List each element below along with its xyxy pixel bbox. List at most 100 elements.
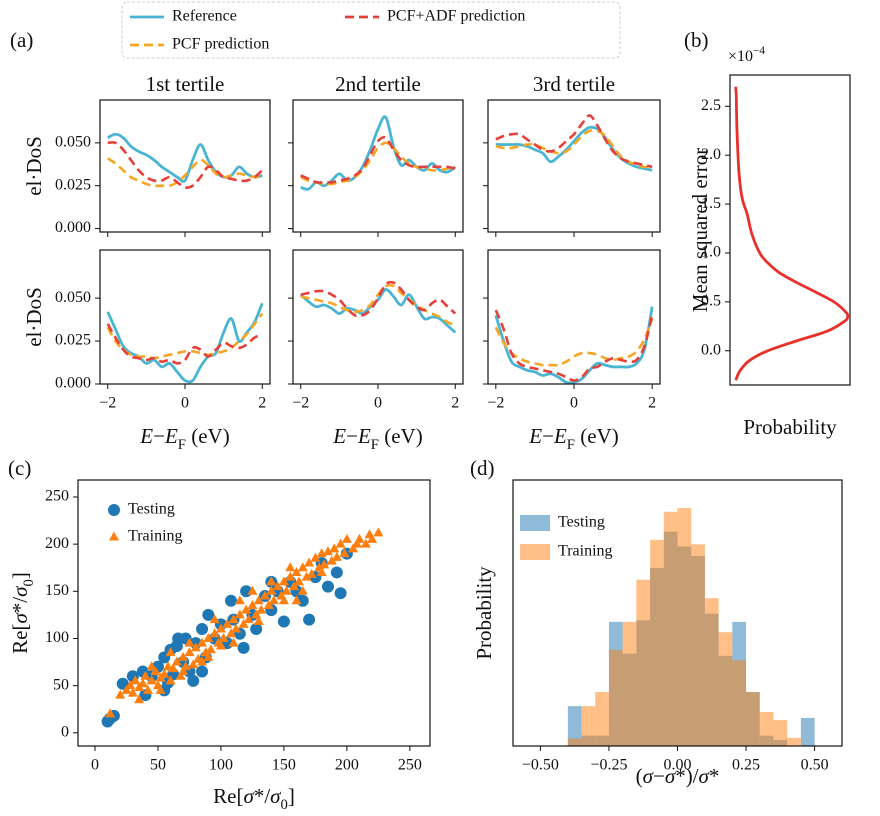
y-tick-label: 1.0 xyxy=(701,244,721,261)
label-part: E xyxy=(553,424,567,448)
point xyxy=(334,587,347,600)
panel-label: (d) xyxy=(470,456,495,480)
point xyxy=(316,566,327,576)
x-tick-label: 0.25 xyxy=(732,757,760,774)
x-tick-label: 0 xyxy=(91,757,99,774)
point xyxy=(165,675,176,685)
legend-label: PCF prediction xyxy=(172,36,269,53)
point xyxy=(121,684,132,694)
point xyxy=(360,538,371,548)
legend-label: Training xyxy=(128,528,183,545)
point xyxy=(253,595,264,605)
point xyxy=(238,618,249,628)
panel-label: (c) xyxy=(8,456,31,480)
point xyxy=(231,623,242,633)
bar xyxy=(677,508,692,746)
panel-label: (b) xyxy=(684,28,709,52)
point xyxy=(209,628,220,638)
label-part: σ xyxy=(699,764,711,788)
point xyxy=(196,665,209,678)
point xyxy=(304,557,315,567)
point xyxy=(115,689,126,699)
point xyxy=(341,533,352,543)
label-part: σ xyxy=(8,585,32,597)
line xyxy=(106,312,264,360)
x-tick-label: −2 xyxy=(487,395,504,412)
label-part: ] xyxy=(8,572,32,579)
bar xyxy=(595,692,609,746)
point xyxy=(196,623,209,636)
line xyxy=(300,115,457,191)
point xyxy=(165,647,176,657)
bar xyxy=(787,737,801,746)
point xyxy=(266,585,277,595)
label-part: − xyxy=(153,424,165,448)
point xyxy=(281,585,292,595)
point xyxy=(184,637,195,647)
point xyxy=(348,543,359,553)
label-part: σ xyxy=(243,784,255,808)
point xyxy=(146,675,157,685)
y-tick-label: 150 xyxy=(45,582,69,599)
y-tick-label: 0.025 xyxy=(55,332,91,349)
label-part: − xyxy=(653,764,665,788)
point xyxy=(247,585,258,595)
line xyxy=(494,306,654,385)
point xyxy=(197,637,208,647)
point xyxy=(234,609,245,619)
line xyxy=(107,141,264,189)
label-part: E xyxy=(139,424,153,448)
point xyxy=(373,527,384,537)
legend-swatch xyxy=(520,515,550,531)
point xyxy=(288,581,299,591)
line xyxy=(107,157,263,188)
line xyxy=(300,141,456,186)
point xyxy=(188,659,199,669)
bar xyxy=(608,649,623,746)
y-tick-label: 2.5 xyxy=(701,97,721,114)
point xyxy=(319,559,330,569)
x-tick-label: 100 xyxy=(209,757,233,774)
legend-label: Reference xyxy=(172,8,237,25)
label-part: σ xyxy=(665,764,677,788)
legend-box xyxy=(121,1,621,59)
bar xyxy=(759,712,774,746)
bar xyxy=(567,706,582,746)
x-axis-label: Probability xyxy=(743,415,837,439)
line xyxy=(107,132,263,183)
label-part: Re[ xyxy=(213,784,243,808)
x-axis-label: E−EF (eV) xyxy=(139,424,229,454)
label-part: */ xyxy=(254,784,271,808)
point xyxy=(187,674,200,687)
point xyxy=(225,594,238,607)
label-part: (eV) xyxy=(379,424,423,448)
y-axis-label: el·DoS xyxy=(22,136,46,196)
point xyxy=(301,571,312,581)
y-axis-label: Probability xyxy=(472,566,496,660)
y-tick-label: 2.0 xyxy=(701,146,721,163)
legend-label: PCF+ADF prediction xyxy=(387,8,525,25)
x-tick-label: −2 xyxy=(99,395,116,412)
y-tick-label: 200 xyxy=(45,535,69,552)
y-tick-label: 100 xyxy=(45,629,69,646)
point xyxy=(155,684,166,694)
label-part: * xyxy=(709,764,720,788)
x-axis-label: Re[σ*/σ0] xyxy=(213,784,295,814)
point xyxy=(142,684,153,694)
line xyxy=(494,309,654,382)
point xyxy=(256,604,267,614)
bar xyxy=(650,539,664,746)
point xyxy=(285,562,296,572)
label-part: ] xyxy=(288,784,295,808)
point xyxy=(266,576,277,586)
point xyxy=(168,663,179,673)
label-part: 0 xyxy=(21,579,37,586)
label-part: ×10 xyxy=(728,48,753,65)
axes-frame xyxy=(729,74,851,386)
panel xyxy=(567,508,815,746)
point xyxy=(367,533,378,543)
point xyxy=(226,628,237,638)
x-tick-label: 200 xyxy=(335,757,359,774)
label-part: σ xyxy=(8,612,32,624)
offset-label: ×10−4 xyxy=(728,45,765,65)
